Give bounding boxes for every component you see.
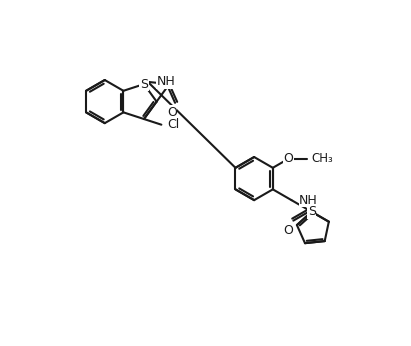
Text: S: S (140, 78, 148, 91)
Text: NH: NH (299, 194, 318, 207)
Text: O: O (283, 225, 293, 237)
Text: NH: NH (156, 75, 175, 88)
Text: CH₃: CH₃ (312, 152, 333, 165)
Text: O: O (284, 152, 293, 165)
Text: S: S (308, 205, 316, 218)
Text: Cl: Cl (168, 118, 180, 131)
Text: O: O (167, 106, 177, 119)
